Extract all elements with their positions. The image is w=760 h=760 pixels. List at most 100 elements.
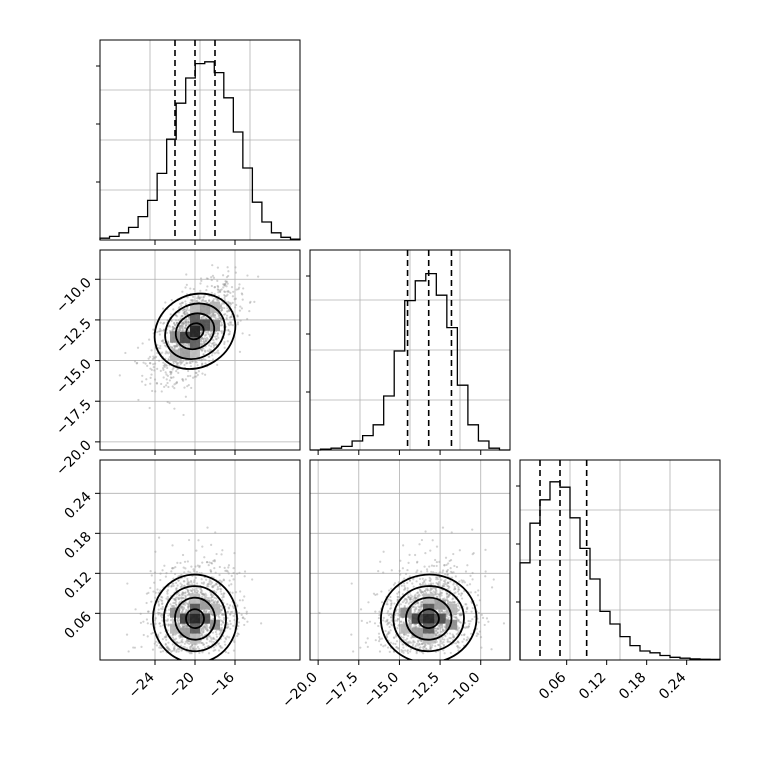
sample-point (186, 582, 189, 586)
sample-point (236, 605, 239, 608)
sample-point (389, 629, 392, 632)
sample-point (477, 621, 480, 624)
sample-point (241, 298, 244, 301)
sample-point (181, 611, 184, 614)
sample-point (176, 647, 180, 650)
sample-point (202, 340, 205, 343)
sample-point (173, 383, 176, 386)
sample-point (181, 324, 184, 327)
sample-point (181, 378, 184, 381)
sample-point (190, 643, 194, 647)
sample-point (200, 349, 204, 352)
sample-point (223, 346, 226, 349)
sample-point (441, 638, 444, 641)
sample-point (390, 604, 393, 607)
sample-point (230, 315, 233, 318)
sample-point (188, 593, 191, 596)
sample-point (178, 311, 181, 314)
sample-point (437, 584, 440, 587)
sample-point (208, 597, 211, 600)
sample-point (199, 634, 202, 637)
sample-point (251, 578, 254, 581)
sample-point (182, 322, 185, 325)
sample-point (200, 362, 204, 366)
sample-point (435, 581, 438, 585)
sample-point (195, 586, 198, 590)
sample-point (226, 307, 229, 310)
sample-point (413, 594, 416, 598)
sample-point (158, 646, 161, 649)
sample-point (182, 327, 185, 331)
sample-point (449, 651, 452, 655)
sample-point (465, 603, 468, 606)
sample-point (385, 635, 388, 638)
sample-point (397, 647, 400, 650)
density-cell (200, 613, 210, 624)
sample-point (210, 599, 213, 602)
sample-point (442, 630, 446, 633)
sample-point (225, 280, 229, 283)
sample-point (210, 562, 214, 565)
sample-point (181, 314, 184, 317)
sample-point (185, 311, 189, 314)
sample-point (225, 276, 229, 279)
sample-point (201, 651, 204, 654)
sample-point (396, 598, 400, 601)
sample-point (212, 593, 215, 597)
sample-point (227, 623, 230, 626)
panel-content (310, 460, 510, 660)
sample-point (207, 582, 211, 586)
sample-point (175, 344, 178, 347)
sample-point (418, 643, 421, 646)
sample-point (186, 625, 189, 628)
sample-point (379, 643, 383, 646)
sample-point (193, 590, 196, 593)
sample-point (453, 564, 456, 568)
sample-point (447, 562, 450, 565)
sample-point (199, 337, 202, 340)
sample-point (170, 346, 174, 349)
sample-point (392, 642, 395, 645)
sample-point (417, 595, 420, 598)
density-cell (434, 599, 446, 610)
sample-point (239, 305, 242, 308)
sample-point (181, 343, 185, 346)
sample-point (418, 577, 422, 581)
sample-point (184, 320, 187, 324)
sample-point (450, 576, 454, 579)
sample-point (209, 570, 213, 573)
sample-point (213, 314, 216, 317)
sample-point (386, 623, 389, 626)
sample-point (414, 645, 417, 649)
sample-point (180, 321, 184, 324)
sample-point (177, 598, 181, 601)
sample-point (457, 586, 460, 589)
sample-point (223, 283, 226, 287)
sample-point (178, 325, 181, 328)
sample-point (397, 614, 400, 617)
x-tick-label: −12.5 (401, 670, 443, 712)
sample-point (159, 369, 162, 372)
sample-point (197, 296, 200, 299)
sample-point (159, 344, 162, 348)
sample-point (187, 321, 190, 324)
sample-point (419, 603, 422, 606)
sample-point (176, 329, 180, 332)
sample-point (224, 636, 227, 640)
sample-point (198, 651, 201, 654)
sample-point (186, 320, 189, 323)
sample-point (206, 582, 210, 586)
sample-point (208, 561, 211, 564)
sample-point (171, 544, 174, 547)
sample-point (161, 605, 164, 609)
sample-point (142, 633, 145, 637)
sample-point (393, 582, 397, 585)
sample-point (448, 601, 451, 604)
sample-point (157, 330, 161, 333)
sample-point (201, 316, 204, 319)
sample-point (404, 597, 407, 601)
sample-point (165, 384, 168, 387)
sample-point (454, 591, 457, 594)
sample-point (210, 315, 213, 318)
sample-point (377, 632, 381, 635)
